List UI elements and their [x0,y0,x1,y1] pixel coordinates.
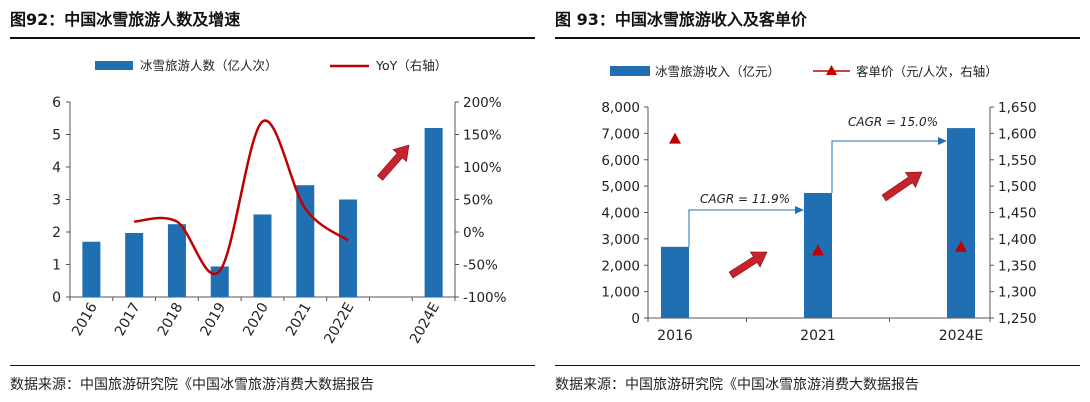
yoy-line [134,119,349,276]
revenue-bar [947,128,975,318]
right-source-rule [555,365,1080,366]
right-chart-right-tick-label: 1,500 [998,179,1037,195]
right-chart-left-tick-label: 5,000 [601,179,640,195]
right-chart-x-tick-label: 2021 [800,328,836,344]
bar [82,241,101,297]
bar [253,214,272,297]
growth-arrow-1 [728,251,768,279]
right-chart-left-tick-label: 4,000 [601,206,640,222]
growth-arrow [376,144,410,181]
x-tick-label: 2017 [112,300,144,339]
right-chart: 冰雪旅游收入（亿元） 客单价（元/人次，右轴） 0 1,000 2,000 3,000 4,… [601,64,1037,344]
left-title-rule [10,37,535,39]
bar [167,224,186,297]
left-chart: 冰雪旅游人数（亿人次） YoY（右轴） 0 1 2 3 4 5 6 -100% -50% 0% 50% 1… [52,58,507,347]
right-source-note: 数据来源：中国旅游研究院《中国冰雪旅游消费大数据报告 [555,377,919,393]
right-chart-left-tick-label: 6,000 [601,153,640,169]
right-legend-bar-swatch [610,66,650,76]
right-chart-left-tick-label: 0 [631,311,640,327]
right-chart-x-tick-label: 2016 [657,328,693,344]
right-legend-triangle-swatch [826,65,837,75]
left-y-tick-label: 2 [52,225,61,241]
right-figure-panel: 图 93：中国冰雪旅游收入及客单价 冰雪旅游收入（亿元） 客单价（元/人次，右轴）… [545,0,1090,402]
left-legend-line-label: YoY（右轴） [375,58,447,73]
revenue-bar [804,192,832,318]
right-chart-left-tick-label: 2,000 [601,258,640,274]
left-legend-bar-label: 冰雪旅游人数（亿人次） [140,58,278,73]
left-y-tick-label: 4 [52,160,61,176]
left-source-note: 数据来源：中国旅游研究院《中国冰雪旅游消费大数据报告 [10,377,374,393]
right-chart-right-tick-label: 1,300 [998,285,1037,301]
left-legend-bar-swatch [95,61,133,70]
right-chart-right-tick-label: 1,450 [998,206,1037,222]
left-y-tick-label: 5 [52,128,61,144]
x-tick-label: 2021 [283,300,315,339]
bar [296,185,315,297]
x-tick-label: 2020 [240,300,272,339]
bar [339,199,358,297]
right-chart-left-tick-label: 3,000 [601,232,640,248]
cagr-label-2: CAGR = 15.0% [848,115,938,129]
left-y-tick-label: 3 [52,193,61,209]
left-source-rule [10,365,535,366]
left-y-tick-label: 1 [52,258,61,274]
right-chart-left-tick-label: 1,000 [601,285,640,301]
per-capita-marker [955,240,967,252]
x-tick-label: 2024E [407,300,443,347]
right-y-tick-label: 0% [463,225,485,241]
per-capita-marker [669,132,681,144]
cagr-connector-2-head [938,137,947,145]
right-chart-right-tick-label: 1,400 [998,232,1037,248]
right-chart-left-tick-label: 7,000 [601,126,640,142]
bar [125,232,144,297]
right-y-tick-label: -100% [463,290,507,306]
x-tick-label: 2019 [198,300,230,339]
right-y-tick-label: 150% [463,128,502,144]
right-chart-left-tick-label: 8,000 [601,100,640,116]
left-y-tick-label: 0 [52,290,61,306]
x-tick-label: 2016 [69,300,101,339]
right-chart-right-tick-label: 1,250 [998,311,1037,327]
left-y-tick-label: 6 [52,95,61,111]
revenue-bar [661,246,689,318]
right-chart-right-tick-label: 1,350 [998,258,1037,274]
right-title-rule [555,37,1080,39]
right-legend-bar-label: 冰雪旅游收入（亿元） [655,64,780,79]
left-figure-title: 图92：中国冰雪旅游人数及增速 [10,10,241,29]
cagr-label-1: CAGR = 11.9% [700,192,790,206]
right-figure-title: 图 93：中国冰雪旅游收入及客单价 [555,10,807,29]
right-y-tick-label: 50% [463,193,493,209]
cagr-connector-2 [831,140,939,193]
growth-arrow-2 [881,171,923,202]
right-y-tick-label: 200% [463,95,502,111]
x-tick-label: 2022E [321,300,357,347]
cagr-connector-1 [688,209,796,247]
left-figure-panel: 图92：中国冰雪旅游人数及增速 冰雪旅游人数（亿人次） YoY（右轴） 0 1 2 3 4 5… [10,10,535,393]
right-chart-right-tick-label: 1,550 [998,153,1037,169]
x-tick-label: 2018 [155,300,187,339]
right-chart-right-tick-label: 1,600 [998,126,1037,142]
right-chart-x-tick-label: 2024E [939,328,983,344]
right-y-tick-label: 100% [463,160,502,176]
per-capita-marker [812,244,824,256]
right-y-tick-label: -50% [463,258,498,274]
right-legend-marker-label: 客单价（元/人次，右轴） [856,64,998,79]
cagr-connector-1-head [795,206,804,214]
right-chart-right-tick-label: 1,650 [998,100,1037,116]
bar [424,128,443,297]
